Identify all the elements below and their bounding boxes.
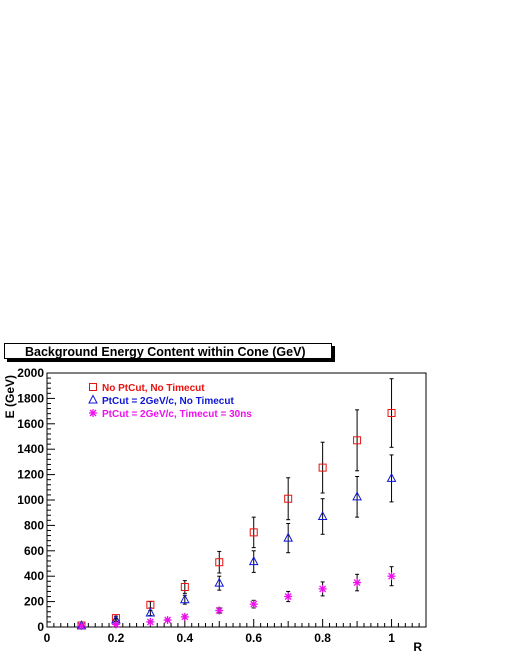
y-tick-label: 1200 [17, 468, 44, 482]
data-point [386, 472, 397, 482]
series-1 [76, 454, 397, 630]
data-point [215, 558, 224, 567]
y-tick-label: 400 [24, 569, 44, 583]
data-point [249, 600, 258, 609]
data-point [284, 494, 293, 503]
x-tick-label: 0.4 [176, 631, 193, 645]
legend-label: PtCut = 2GeV/c, No Timecut [102, 396, 234, 407]
legend-marker [89, 409, 97, 417]
data-point [284, 592, 293, 601]
data-point [214, 577, 225, 587]
x-tick-label: 0.2 [108, 631, 125, 645]
x-axis-label: R [413, 640, 422, 654]
y-tick-label: 0 [37, 620, 44, 634]
data-point [145, 607, 156, 617]
y-tick-label: 600 [24, 544, 44, 558]
data-point [318, 463, 327, 472]
data-point [180, 582, 189, 591]
data-point [352, 491, 362, 501]
data-point [248, 556, 259, 566]
data-point [179, 594, 190, 604]
legend-marker [89, 383, 97, 391]
y-axis-label: E (GeV) [3, 375, 17, 418]
x-tick-label: 0.6 [245, 631, 262, 645]
x-tick-label: 0.8 [314, 631, 331, 645]
data-point [215, 606, 224, 615]
x-tick-label: 0 [44, 631, 51, 645]
data-point [77, 621, 86, 630]
data-point [111, 620, 120, 629]
chart-title: Background Energy Content within Cone (G… [4, 343, 332, 359]
y-tick-label: 200 [24, 595, 44, 609]
legend-label: PtCut = 2GeV/c, Timecut = 30ns [102, 409, 252, 420]
data-point [249, 528, 258, 537]
legend-marker [88, 394, 98, 404]
data-point [353, 436, 362, 445]
y-tick-label: 1800 [17, 391, 44, 405]
series-2 [77, 566, 396, 630]
y-tick-label: 1000 [17, 493, 44, 507]
y-tick-label: 800 [24, 518, 44, 532]
x-tick-label: 1 [388, 631, 395, 645]
data-point [163, 616, 172, 625]
y-tick-label: 1400 [17, 442, 44, 456]
series-0 [77, 378, 396, 630]
y-tick-label: 2000 [17, 366, 44, 380]
data-point [180, 612, 189, 621]
data-point [318, 584, 327, 593]
data-point [353, 578, 362, 587]
legend-label: No PtCut, No Timecut [102, 383, 205, 394]
data-point [387, 409, 396, 418]
data-point [387, 572, 396, 581]
y-tick-label: 1600 [17, 417, 44, 431]
data-point [317, 510, 328, 521]
data-point [283, 532, 294, 542]
data-point [146, 617, 155, 626]
